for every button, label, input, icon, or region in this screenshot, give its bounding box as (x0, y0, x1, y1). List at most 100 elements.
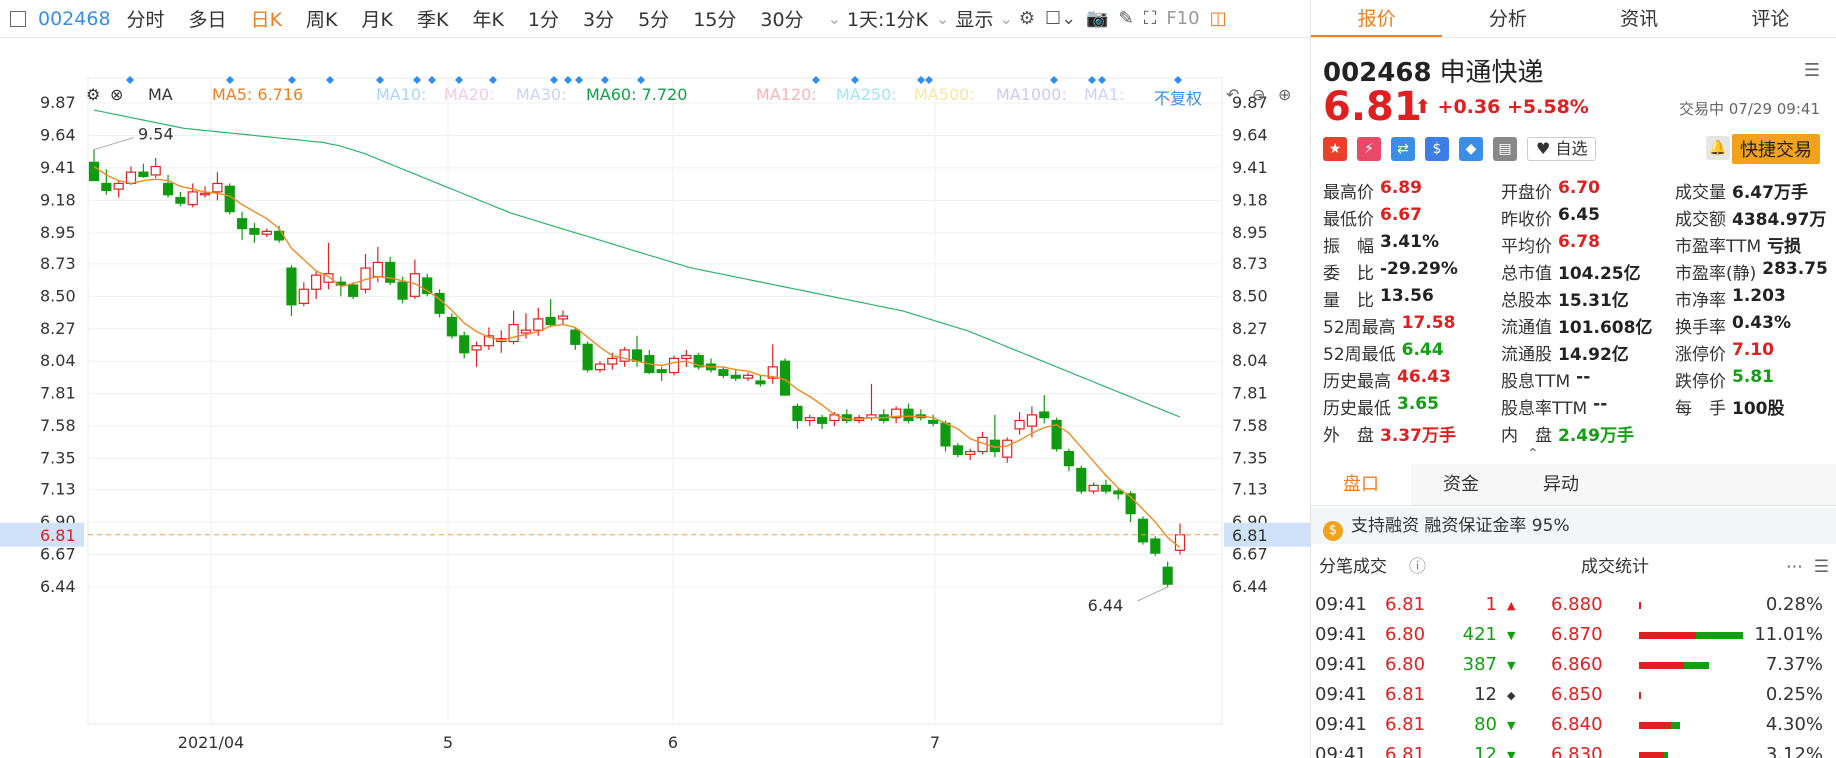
close-icon[interactable]: ⊗ (110, 85, 124, 104)
range-select[interactable]: 1天:1分K (846, 9, 929, 31)
y-tick-left: 8.95 (40, 223, 76, 242)
stats-row: 委 比 -29.29% 总市值 104.25亿 市盈率(静) 283.75 (1323, 259, 1833, 286)
kline-chart[interactable]: 9.87 9.87 9.64 9.64 9.41 9.41 9.18 9.18 8.95 8.95… (0, 38, 1310, 758)
volume-bar-red (1639, 692, 1642, 699)
panel-toggle-icon[interactable] (10, 10, 26, 27)
stat-value: 101.608亿 (1558, 318, 1653, 338)
note-icon[interactable]: ▤ (1493, 137, 1517, 161)
period-tab[interactable]: 周K (306, 9, 338, 31)
down-arrow-icon: ▼ (1507, 659, 1516, 672)
trade-list[interactable]: 09:41 6.81 1 ▲ 6.880 0.28% 09:41 6.80 421 ▼ 6.870 1… (1311, 590, 1836, 758)
period-tab[interactable]: 多日 (188, 9, 227, 31)
change-percent: +5.58% (1506, 96, 1589, 118)
panel-tab[interactable]: 资讯 (1620, 8, 1659, 30)
period-tab[interactable]: 5分 (638, 9, 670, 31)
period-tab[interactable]: 3分 (583, 9, 615, 31)
period-tab[interactable]: 年K (472, 9, 504, 31)
panel-tab[interactable]: 分析 (1488, 8, 1527, 30)
candle-body (1014, 419, 1025, 430)
ma60-value: MA60: 7.720 (586, 85, 688, 104)
favorite-button[interactable]: ♥ 自选 (1527, 137, 1597, 161)
y-tick-right: 9.41 (1232, 158, 1268, 177)
help-icon[interactable]: ⓘ (1409, 557, 1426, 577)
margin-info: $ 支持融资 融资保证金率 95% (1311, 508, 1836, 544)
bell-icon[interactable]: 🔔 (1706, 136, 1730, 160)
panel-tab[interactable]: 报价 (1311, 0, 1443, 37)
current-price-tag-right (1224, 522, 1310, 547)
stat-label: 市盈率(静) (1675, 264, 1757, 284)
box-select-icon[interactable]: ☐⌄ (1044, 8, 1077, 29)
tag-icon[interactable]: ◆ (1459, 137, 1483, 161)
quick-trade-button[interactable]: 快捷交易 (1732, 134, 1820, 164)
candle-body (113, 182, 124, 190)
chevron-down-icon[interactable]: ⌄ (936, 9, 950, 28)
trade-row[interactable]: 09:41 6.80 421 ▼ 6.870 11.01% (1311, 620, 1836, 650)
kline-svg: 9.87 9.87 9.64 9.64 9.41 9.41 9.18 9.18 8.95 8.95… (0, 76, 1310, 752)
period-tab[interactable]: 日K (250, 9, 283, 31)
volume-bar-red (1639, 632, 1697, 639)
more-icon[interactable]: ⋯ (1786, 557, 1803, 577)
event-marker (126, 76, 134, 84)
trade-row[interactable]: 09:41 6.80 387 ▼ 6.860 7.37% (1311, 650, 1836, 680)
display-menu[interactable]: 显示 (955, 9, 994, 31)
sub-tab[interactable]: 盘口 (1311, 464, 1411, 505)
panel-tab[interactable]: 评论 (1751, 8, 1790, 30)
ma5-value: MA5: 6.716 (212, 85, 304, 104)
stock-code-label: 002468 (1323, 58, 1432, 88)
stat-value: 6.70 (1558, 178, 1600, 198)
y-tick-right: 7.13 (1232, 480, 1268, 499)
chevron-down-icon[interactable]: ⌄ (827, 9, 841, 28)
trade-row[interactable]: 09:41 6.81 1 ▲ 6.880 0.28% (1311, 590, 1836, 620)
f10-icon[interactable]: F10 (1166, 8, 1200, 29)
china-flag-icon[interactable]: ★ (1323, 137, 1347, 161)
volume-bar-green (1696, 632, 1743, 639)
layout-icon[interactable]: ◫ (1209, 8, 1227, 29)
candle-body (817, 417, 828, 424)
candle-body (755, 380, 766, 385)
y-tick-left: 9.41 (40, 158, 76, 177)
event-marker (1098, 76, 1106, 84)
stat-cell: 市净率 1.203 (1675, 286, 1786, 313)
stat-value: 0.43% (1732, 313, 1791, 333)
period-tab[interactable]: 30分 (760, 9, 804, 31)
stat-label: 最高价 (1323, 183, 1374, 203)
ma60-line (93, 109, 1181, 418)
hot-icon[interactable]: ⚡ (1357, 137, 1381, 161)
collapse-icon[interactable]: ⌃ (1527, 446, 1539, 462)
settings-icon[interactable]: ⚙ (1018, 8, 1035, 29)
candle-body (249, 227, 260, 235)
shuffle-icon[interactable]: ⇄ (1391, 137, 1415, 161)
stat-cell: 成交量 6.47万手 (1675, 178, 1808, 205)
period-tab[interactable]: 1分 (527, 9, 559, 31)
trade-row[interactable]: 09:41 6.81 12 ▼ 6.830 3.12% (1311, 740, 1836, 758)
period-tab[interactable]: 分时 (126, 9, 165, 31)
candle-body (508, 323, 519, 343)
pen-icon[interactable]: ✎ (1118, 8, 1134, 29)
ma-label[interactable]: MA (148, 85, 173, 104)
sub-tab[interactable]: 异动 (1543, 474, 1579, 495)
camera-icon[interactable]: 📷 (1086, 8, 1109, 29)
undo-icon[interactable]: ↶ (1226, 85, 1240, 104)
candle-body (1026, 414, 1038, 427)
candle-body (483, 335, 495, 347)
dollar-icon[interactable]: $ (1425, 137, 1449, 161)
menu-icon[interactable]: ☰ (1803, 60, 1820, 81)
period-tab[interactable]: 月K (361, 9, 393, 31)
y-tick-left: 9.64 (40, 125, 76, 144)
zoom-out-icon[interactable]: ⊖ (1252, 85, 1266, 104)
list-icon[interactable]: ☰ (1813, 557, 1829, 577)
candle-body (261, 230, 272, 235)
trade-row[interactable]: 09:41 6.81 12 ◆ 6.850 0.25% (1311, 680, 1836, 710)
zoom-in-icon[interactable]: ⊕ (1278, 85, 1292, 104)
trade-row[interactable]: 09:41 6.81 80 ▼ 6.840 4.30% (1311, 710, 1836, 740)
stat-label: 流通股 (1501, 345, 1552, 365)
period-tab[interactable]: 季K (416, 9, 449, 31)
candle-body (1002, 439, 1013, 458)
period-tab[interactable]: 15分 (693, 9, 737, 31)
candle-body (1113, 490, 1124, 495)
adjust-toggle[interactable]: 不复权 (1154, 89, 1203, 108)
sub-tab[interactable]: 资金 (1443, 474, 1479, 495)
fullscreen-icon[interactable]: ⛶ (1143, 8, 1157, 29)
gear-icon[interactable]: ⚙ (86, 85, 101, 104)
chevron-down-icon[interactable]: ⌄ (999, 9, 1013, 28)
